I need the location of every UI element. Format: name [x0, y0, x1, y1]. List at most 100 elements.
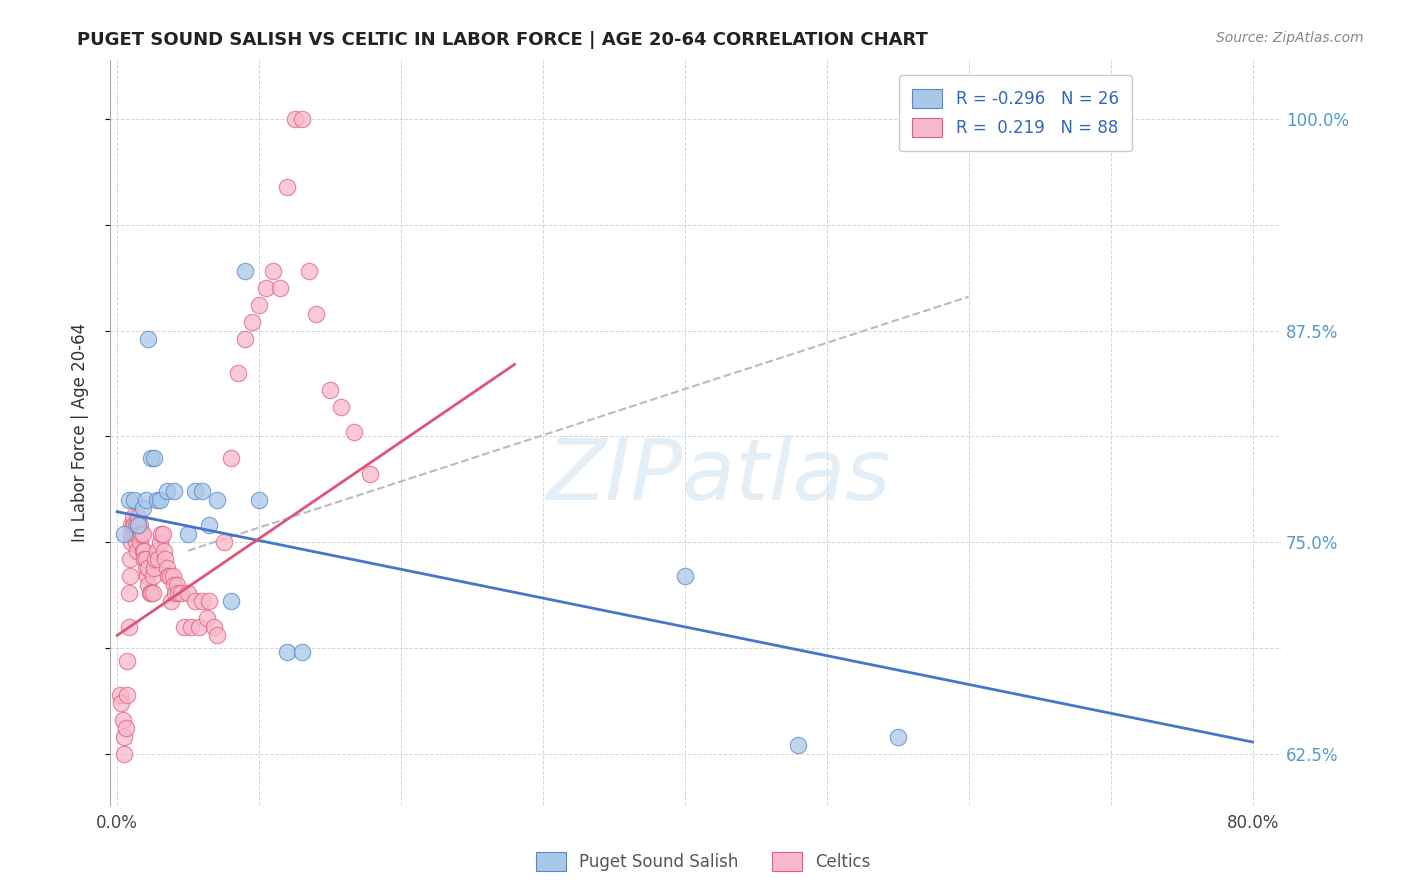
Point: [163, 484, 186, 499]
Point: [167, 586, 190, 600]
Point: [129, 526, 152, 541]
Point: [162, 569, 184, 583]
Y-axis label: In Labor Force | Age 20-64: In Labor Force | Age 20-64: [72, 323, 89, 541]
Point: [132, 526, 155, 541]
Point: [149, 492, 172, 507]
Point: [153, 543, 176, 558]
Point: [156, 484, 179, 499]
Point: [112, 747, 135, 761]
Point: [124, 535, 146, 549]
Point: [198, 518, 221, 533]
Point: [276, 645, 298, 659]
Point: [226, 366, 249, 380]
Point: [191, 594, 214, 608]
Point: [125, 543, 148, 558]
Point: [127, 518, 149, 533]
Point: [114, 722, 136, 736]
Point: [149, 535, 172, 549]
Point: [359, 467, 381, 482]
Point: [887, 730, 910, 744]
Point: [157, 569, 180, 583]
Point: [122, 526, 145, 541]
Point: [156, 560, 179, 574]
Point: [136, 569, 159, 583]
Point: [127, 509, 149, 524]
Point: [108, 688, 131, 702]
Point: [132, 543, 155, 558]
Point: [120, 535, 142, 549]
Point: [150, 526, 173, 541]
Point: [117, 492, 139, 507]
Point: [142, 569, 165, 583]
Point: [163, 577, 186, 591]
Point: [152, 526, 174, 541]
Point: [122, 492, 145, 507]
Point: [180, 620, 202, 634]
Text: Source: ZipAtlas.com: Source: ZipAtlas.com: [1216, 31, 1364, 45]
Point: [205, 492, 228, 507]
Point: [198, 594, 221, 608]
Text: PUGET SOUND SALISH VS CELTIC IN LABOR FORCE | AGE 20-64 CORRELATION CHART: PUGET SOUND SALISH VS CELTIC IN LABOR FO…: [77, 31, 928, 49]
Point: [138, 332, 160, 346]
Point: [160, 594, 183, 608]
Point: [110, 696, 132, 710]
Point: [254, 281, 277, 295]
Point: [247, 298, 270, 312]
Point: [115, 654, 138, 668]
Point: [143, 560, 166, 574]
Point: [166, 577, 188, 591]
Point: [138, 560, 160, 574]
Point: [319, 383, 342, 397]
Point: [262, 264, 284, 278]
Point: [269, 281, 291, 295]
Point: [233, 332, 256, 346]
Text: ZIPatlas: ZIPatlas: [547, 435, 891, 518]
Point: [673, 569, 696, 583]
Point: [177, 526, 200, 541]
Point: [212, 535, 235, 549]
Point: [155, 552, 177, 566]
Point: [134, 543, 156, 558]
Point: [284, 112, 307, 126]
Point: [128, 518, 150, 533]
Point: [121, 518, 143, 533]
Point: [142, 586, 165, 600]
Point: [146, 492, 169, 507]
Point: [188, 620, 211, 634]
Point: [146, 543, 169, 558]
Point: [134, 552, 156, 566]
Point: [165, 586, 187, 600]
Point: [120, 526, 142, 541]
Point: [184, 484, 207, 499]
Point: [145, 552, 167, 566]
Point: [141, 586, 163, 600]
Point: [219, 594, 242, 608]
Point: [118, 569, 141, 583]
Point: [170, 586, 193, 600]
Point: [135, 492, 157, 507]
Point: [141, 450, 163, 465]
Point: [120, 518, 142, 533]
Point: [128, 535, 150, 549]
Point: [125, 526, 148, 541]
Point: [343, 425, 366, 439]
Point: [117, 620, 139, 634]
Point: [205, 628, 228, 642]
Point: [111, 713, 134, 727]
Point: [135, 552, 157, 566]
Point: [122, 518, 145, 533]
Legend: Puget Sound Salish, Celtics: Puget Sound Salish, Celtics: [527, 843, 879, 880]
Point: [233, 264, 256, 278]
Point: [177, 586, 200, 600]
Point: [118, 552, 141, 566]
Point: [121, 509, 143, 524]
Point: [138, 577, 160, 591]
Point: [330, 400, 353, 414]
Legend: R = -0.296   N = 26, R =  0.219   N = 88: R = -0.296 N = 26, R = 0.219 N = 88: [898, 76, 1132, 151]
Point: [291, 112, 314, 126]
Point: [132, 501, 155, 516]
Point: [135, 560, 157, 574]
Point: [195, 611, 218, 625]
Point: [305, 307, 328, 321]
Point: [191, 484, 214, 499]
